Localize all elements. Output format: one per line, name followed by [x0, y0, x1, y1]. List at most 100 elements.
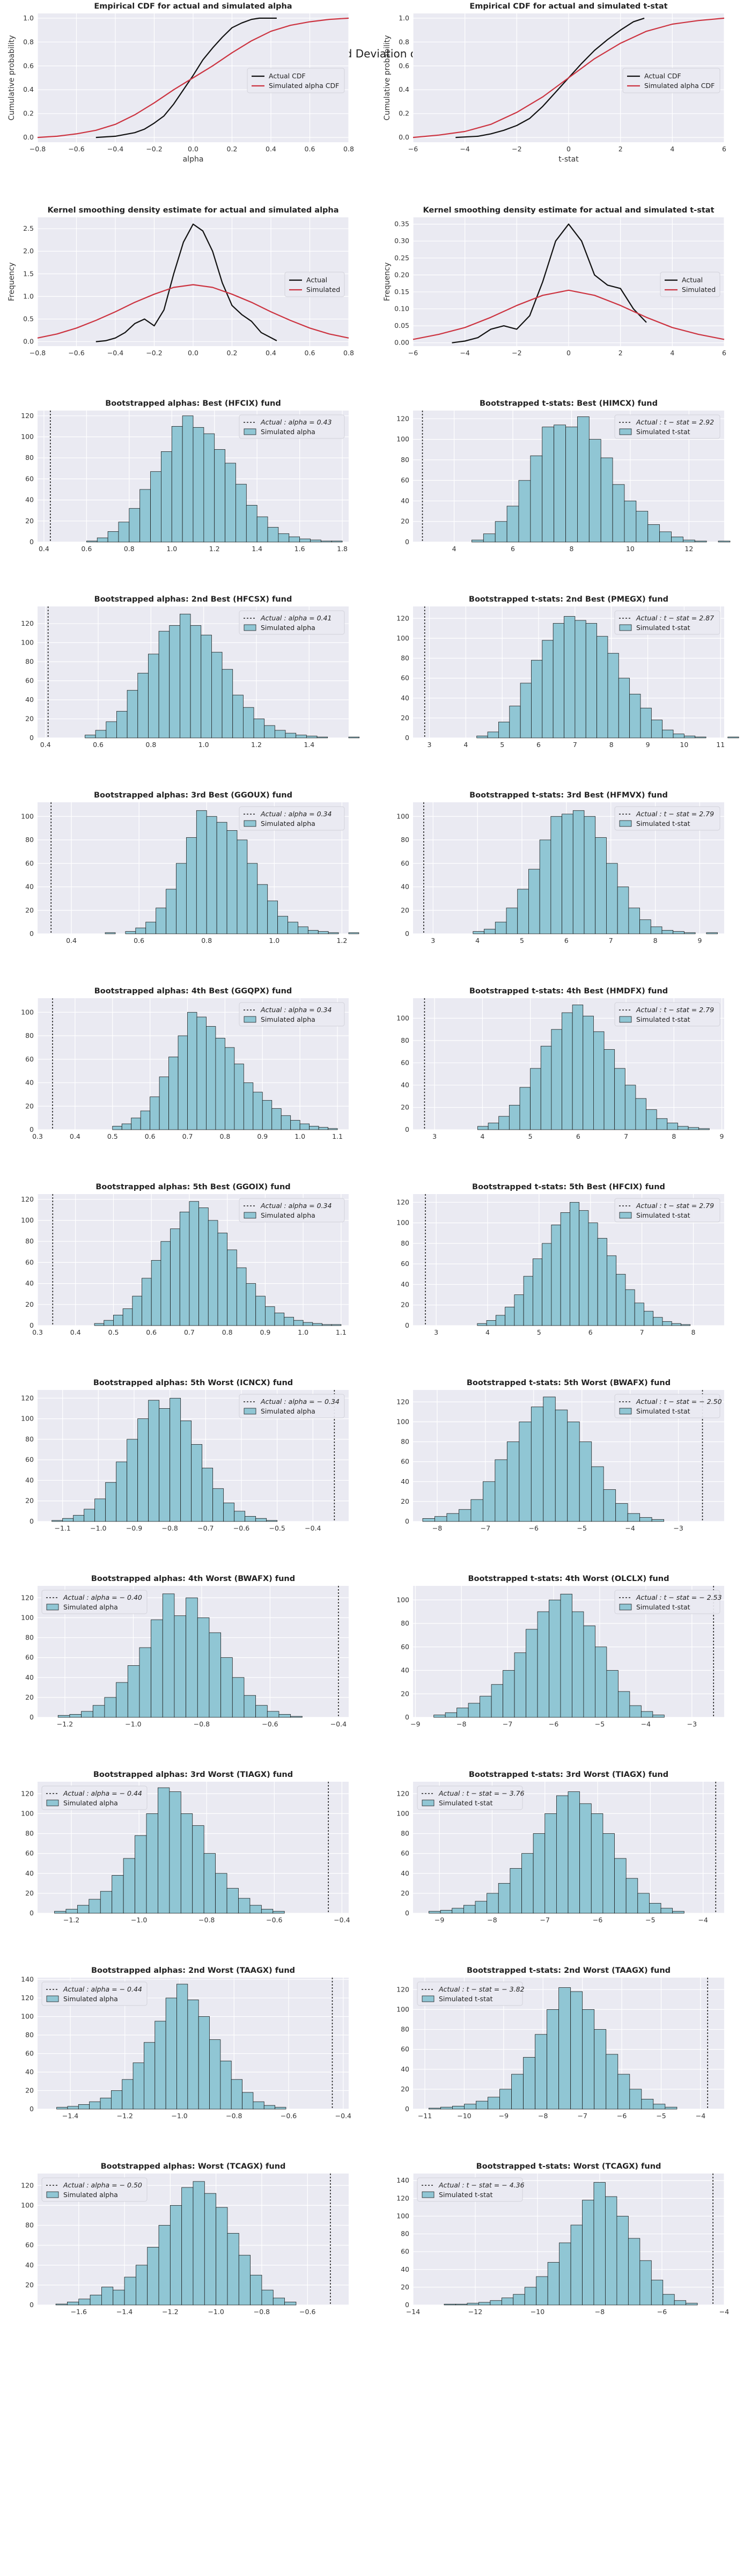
- histogram-bar: [519, 1421, 532, 1522]
- x-tick-label: −2: [512, 145, 521, 153]
- histogram-bar: [135, 1835, 147, 1914]
- histogram-bar: [506, 1441, 520, 1522]
- y-tick-label: 60: [401, 2248, 409, 2256]
- histogram-bar: [51, 1520, 63, 1522]
- legend-label: Simulated alpha: [63, 2191, 118, 2199]
- histogram-bar: [528, 869, 540, 934]
- legend-label: Actual : alpha = 0.34: [260, 1006, 332, 1014]
- histogram-bar: [495, 921, 507, 934]
- legend-label: Simulated alpha: [261, 1015, 315, 1023]
- panel-title: Bootstrapped alphas: 3rd Worst (TIAGX) f…: [93, 1770, 293, 1779]
- y-tick-label: 60: [401, 674, 409, 682]
- histogram-bar: [617, 1691, 630, 1718]
- x-tick-label: 1.2: [251, 741, 262, 749]
- histogram-bar: [498, 1883, 511, 1914]
- histogram-bar: [495, 1315, 506, 1326]
- histogram-bar: [271, 1108, 282, 1130]
- histogram-bar: [169, 625, 180, 738]
- legend: Actual CDF Simulated alpha CDF: [247, 68, 345, 93]
- histogram-bar: [86, 540, 98, 543]
- histogram-bar: [520, 683, 532, 738]
- x-tick-label: 0.8: [343, 145, 354, 153]
- histogram-bar: [671, 537, 683, 543]
- chart-panel-11: 0.3 0.4 0.5 0.6 0.7 0.8 0.9 1.0 1.1 0 20 40 60 80 100 B…: [21, 987, 349, 1140]
- histogram-bar: [550, 816, 562, 934]
- y-tick-label: 20: [25, 517, 34, 525]
- x-tick-label: −0.8: [30, 349, 46, 357]
- histogram-bar: [162, 1593, 175, 1718]
- y-tick-label: 20: [25, 2086, 34, 2094]
- x-tick-label: 8: [653, 936, 658, 945]
- histogram-bar: [132, 1296, 142, 1326]
- histogram-bar: [348, 736, 360, 738]
- histogram-bar: [656, 1118, 668, 1130]
- histogram-bar: [118, 522, 130, 543]
- histogram-bar: [158, 2225, 171, 2306]
- legend-label: Actual : alpha = 0.41: [260, 614, 332, 622]
- x-tick-label: −0.8: [198, 1916, 215, 1924]
- legend-label: Simulated t-stat: [439, 1995, 493, 2003]
- histogram-bar: [234, 1064, 244, 1130]
- y-tick-label: 80: [401, 1829, 409, 1838]
- histogram-bar: [211, 652, 223, 738]
- x-tick-label: −0.9: [126, 1524, 142, 1532]
- legend-label: Simulated t-stat: [636, 1211, 690, 1219]
- histogram-bar: [607, 1255, 617, 1326]
- histogram-bar: [122, 1308, 133, 1326]
- histogram-bar: [151, 1619, 163, 1718]
- histogram-bar: [641, 2099, 654, 2110]
- y-tick-label: 20: [25, 906, 34, 914]
- histogram-bar: [250, 2274, 262, 2306]
- x-tick-label: 1.0: [269, 936, 279, 945]
- histogram-bar: [56, 2107, 68, 2110]
- histogram-bar: [81, 1711, 93, 1718]
- y-tick-label: 60: [25, 2049, 34, 2057]
- y-tick-label: 20: [401, 1689, 409, 1697]
- x-axis-label: alpha: [183, 155, 204, 164]
- histogram-bar: [564, 616, 576, 738]
- histogram-bar: [299, 538, 311, 543]
- histogram-bar: [428, 2107, 441, 2110]
- x-tick-label: 6: [536, 741, 541, 749]
- x-tick-label: −11: [418, 2112, 432, 2120]
- histogram-bar: [636, 511, 649, 543]
- histogram-bar: [154, 2021, 166, 2110]
- legend-label: Simulated t-stat: [636, 1407, 690, 1415]
- y-tick-label: 120: [396, 1198, 409, 1206]
- x-tick-label: 0.5: [108, 1328, 119, 1336]
- histogram-bar: [182, 415, 194, 543]
- y-tick-label: 140: [21, 1975, 34, 1983]
- x-tick-label: −4: [641, 1720, 651, 1728]
- histogram-bar: [488, 2097, 500, 2110]
- x-tick-label: −4: [698, 1916, 708, 1924]
- x-tick-label: 0.6: [93, 741, 104, 749]
- histogram-bar: [459, 1509, 472, 1522]
- y-tick-label: 120: [396, 1397, 409, 1406]
- y-tick-label: 0: [30, 1517, 34, 1525]
- histogram-bar: [100, 1891, 113, 1914]
- y-tick-label: 120: [21, 2181, 34, 2189]
- y-tick-label: 0: [405, 734, 409, 742]
- histogram-bar: [101, 2287, 114, 2306]
- histogram-bar: [142, 1278, 152, 1326]
- y-tick-label: 60: [401, 476, 409, 484]
- histogram-bar: [618, 678, 630, 738]
- histogram-bar: [686, 2303, 698, 2306]
- y-tick-label: 40: [401, 1869, 409, 1877]
- histogram-bar: [227, 1249, 237, 1326]
- histogram-bar: [232, 694, 244, 738]
- x-tick-label: −1.6: [71, 2308, 87, 2316]
- x-tick-label: −9: [435, 1916, 444, 1924]
- histogram-bar: [116, 711, 128, 738]
- histogram-bar: [97, 537, 108, 543]
- histogram-bar: [543, 1396, 556, 1522]
- histogram-bar: [170, 1397, 181, 1522]
- y-tick-label: 100: [21, 1415, 34, 1423]
- legend-swatch: [422, 1995, 435, 2002]
- legend-label: Simulated t-stat: [439, 2191, 493, 2199]
- y-tick-label: 100: [396, 812, 409, 820]
- x-tick-label: 8: [609, 741, 614, 749]
- histogram-bar: [477, 1126, 489, 1130]
- legend: Actual : t − stat = − 3.82 Simulated t-st…: [417, 1981, 525, 2006]
- histogram-bar: [225, 463, 236, 543]
